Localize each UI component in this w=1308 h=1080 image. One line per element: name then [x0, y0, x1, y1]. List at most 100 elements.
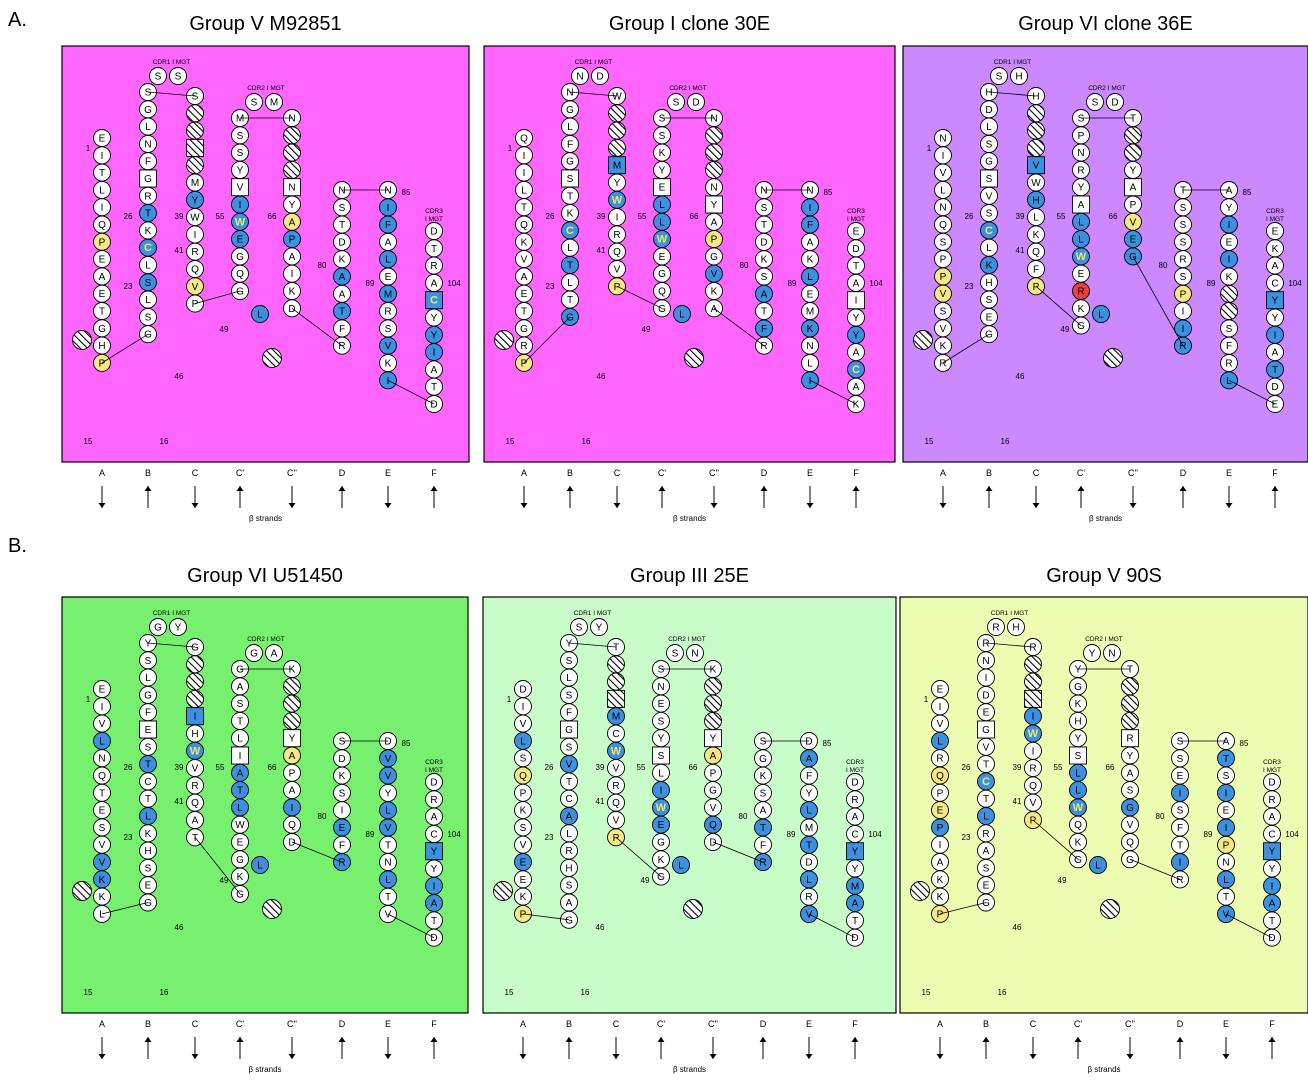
residue-letter: Q	[236, 269, 244, 280]
residue-letter: L	[1226, 376, 1232, 387]
position-number: 49	[1058, 876, 1067, 885]
residue-letter: E	[145, 881, 152, 892]
residue-letter: M	[191, 178, 199, 189]
residue-letter: H	[985, 278, 992, 289]
residue-letter: Y	[710, 734, 717, 745]
cdr3-label: I MGT	[847, 216, 865, 223]
arrow-head	[236, 486, 244, 491]
residue-letter: I	[809, 376, 812, 387]
residue-letter: H	[985, 88, 992, 99]
residue-letter: L	[145, 122, 151, 133]
gap-residue	[1121, 711, 1139, 730]
arrow-head	[939, 503, 947, 508]
residue-letter: E	[521, 289, 528, 300]
position-number: 104	[447, 830, 461, 839]
residue-letter: I	[194, 230, 197, 241]
residue-letter: S	[155, 72, 162, 83]
loop-link	[712, 841, 764, 863]
loop-link	[387, 913, 435, 939]
residue-letter: V	[99, 840, 106, 851]
residue-letter: Y	[1130, 165, 1137, 176]
residue-letter: N	[691, 649, 698, 660]
residue-letter: S	[145, 742, 152, 753]
strand-label: A	[99, 468, 105, 478]
residue-letter: Y	[659, 165, 666, 176]
residue-letter: Y	[289, 734, 296, 745]
cdr3-label: I MGT	[846, 767, 864, 774]
residue-letter: R	[1176, 875, 1183, 886]
residue-letter: L	[521, 185, 527, 196]
position-number: 46	[596, 923, 605, 932]
residue	[667, 93, 685, 111]
position-number: 15	[505, 988, 514, 997]
gap-residue	[608, 121, 626, 140]
residue-letter: I	[660, 786, 663, 797]
residue-letter: V	[940, 168, 947, 179]
residue-letter: A	[431, 899, 438, 910]
arrow-head	[191, 1054, 199, 1059]
residue-letter: D	[985, 105, 992, 116]
gap-residue	[1124, 126, 1142, 145]
residue-letter: V	[520, 840, 527, 851]
beta-strands-label: β strands	[673, 514, 706, 523]
position-number: 1	[86, 144, 91, 153]
residue-letter: T	[567, 191, 573, 202]
residue-letter: F	[807, 220, 813, 231]
residue-letter: I	[523, 151, 526, 162]
cdr3-label: I MGT	[1266, 216, 1284, 223]
residue-letter: E	[1078, 269, 1085, 280]
residue-letter: C	[144, 777, 151, 788]
residue-letter: E	[659, 183, 666, 194]
residue-letter: S	[192, 92, 199, 103]
residue-letter: N	[806, 341, 813, 352]
cdr3-label: CDR3	[1263, 759, 1281, 766]
residue	[666, 644, 684, 662]
residue-letter: I	[616, 213, 619, 224]
residue-letter: L	[566, 673, 572, 684]
loop-link	[615, 836, 662, 877]
position-number: 41	[175, 246, 184, 255]
gap-residue	[1024, 672, 1042, 691]
residue	[245, 644, 263, 662]
gap-residue	[186, 121, 204, 140]
residue-letter: K	[1033, 230, 1040, 241]
residue-letter: P	[940, 255, 947, 266]
residue-letter: D	[709, 838, 716, 849]
residue-letter: F	[760, 840, 766, 851]
residue-letter: P	[521, 358, 528, 369]
gap-residue	[186, 156, 204, 175]
residue	[686, 644, 704, 662]
gap-residue	[186, 689, 204, 708]
residue-letter: R	[982, 639, 989, 650]
arrow-head	[1032, 503, 1040, 508]
residue-letter: T	[1223, 754, 1229, 765]
residue-letter: C	[566, 225, 574, 237]
residue-letter: I	[1225, 788, 1228, 799]
gap-residue	[283, 143, 301, 162]
residue-letter: L	[257, 861, 263, 872]
residue-letter: I	[1182, 307, 1185, 318]
residue-letter: Y	[192, 195, 199, 206]
residue-letter: I	[101, 702, 104, 713]
residue-letter: I	[1225, 823, 1228, 834]
residue-letter: F	[145, 157, 151, 168]
residue-letter: D	[805, 737, 812, 748]
residue-letter: Q	[939, 220, 947, 231]
residue-letter: T	[237, 716, 243, 727]
residue-letter: V	[385, 910, 392, 921]
gap-residue	[704, 694, 722, 713]
residue-letter: Y	[853, 313, 860, 324]
residue-letter: G	[1074, 855, 1082, 866]
position-number: 1	[86, 695, 91, 704]
residue-letter: G	[250, 649, 258, 660]
strand-label: C'	[658, 468, 666, 478]
position-number: 80	[1156, 812, 1165, 821]
residue-letter: E	[937, 806, 944, 817]
residue-letter: D	[338, 237, 345, 248]
residue-letter: G	[1126, 855, 1134, 866]
residue-letter: Q	[612, 798, 620, 809]
strand-label: C'	[1074, 1019, 1082, 1029]
residue-letter: Y	[852, 847, 859, 858]
